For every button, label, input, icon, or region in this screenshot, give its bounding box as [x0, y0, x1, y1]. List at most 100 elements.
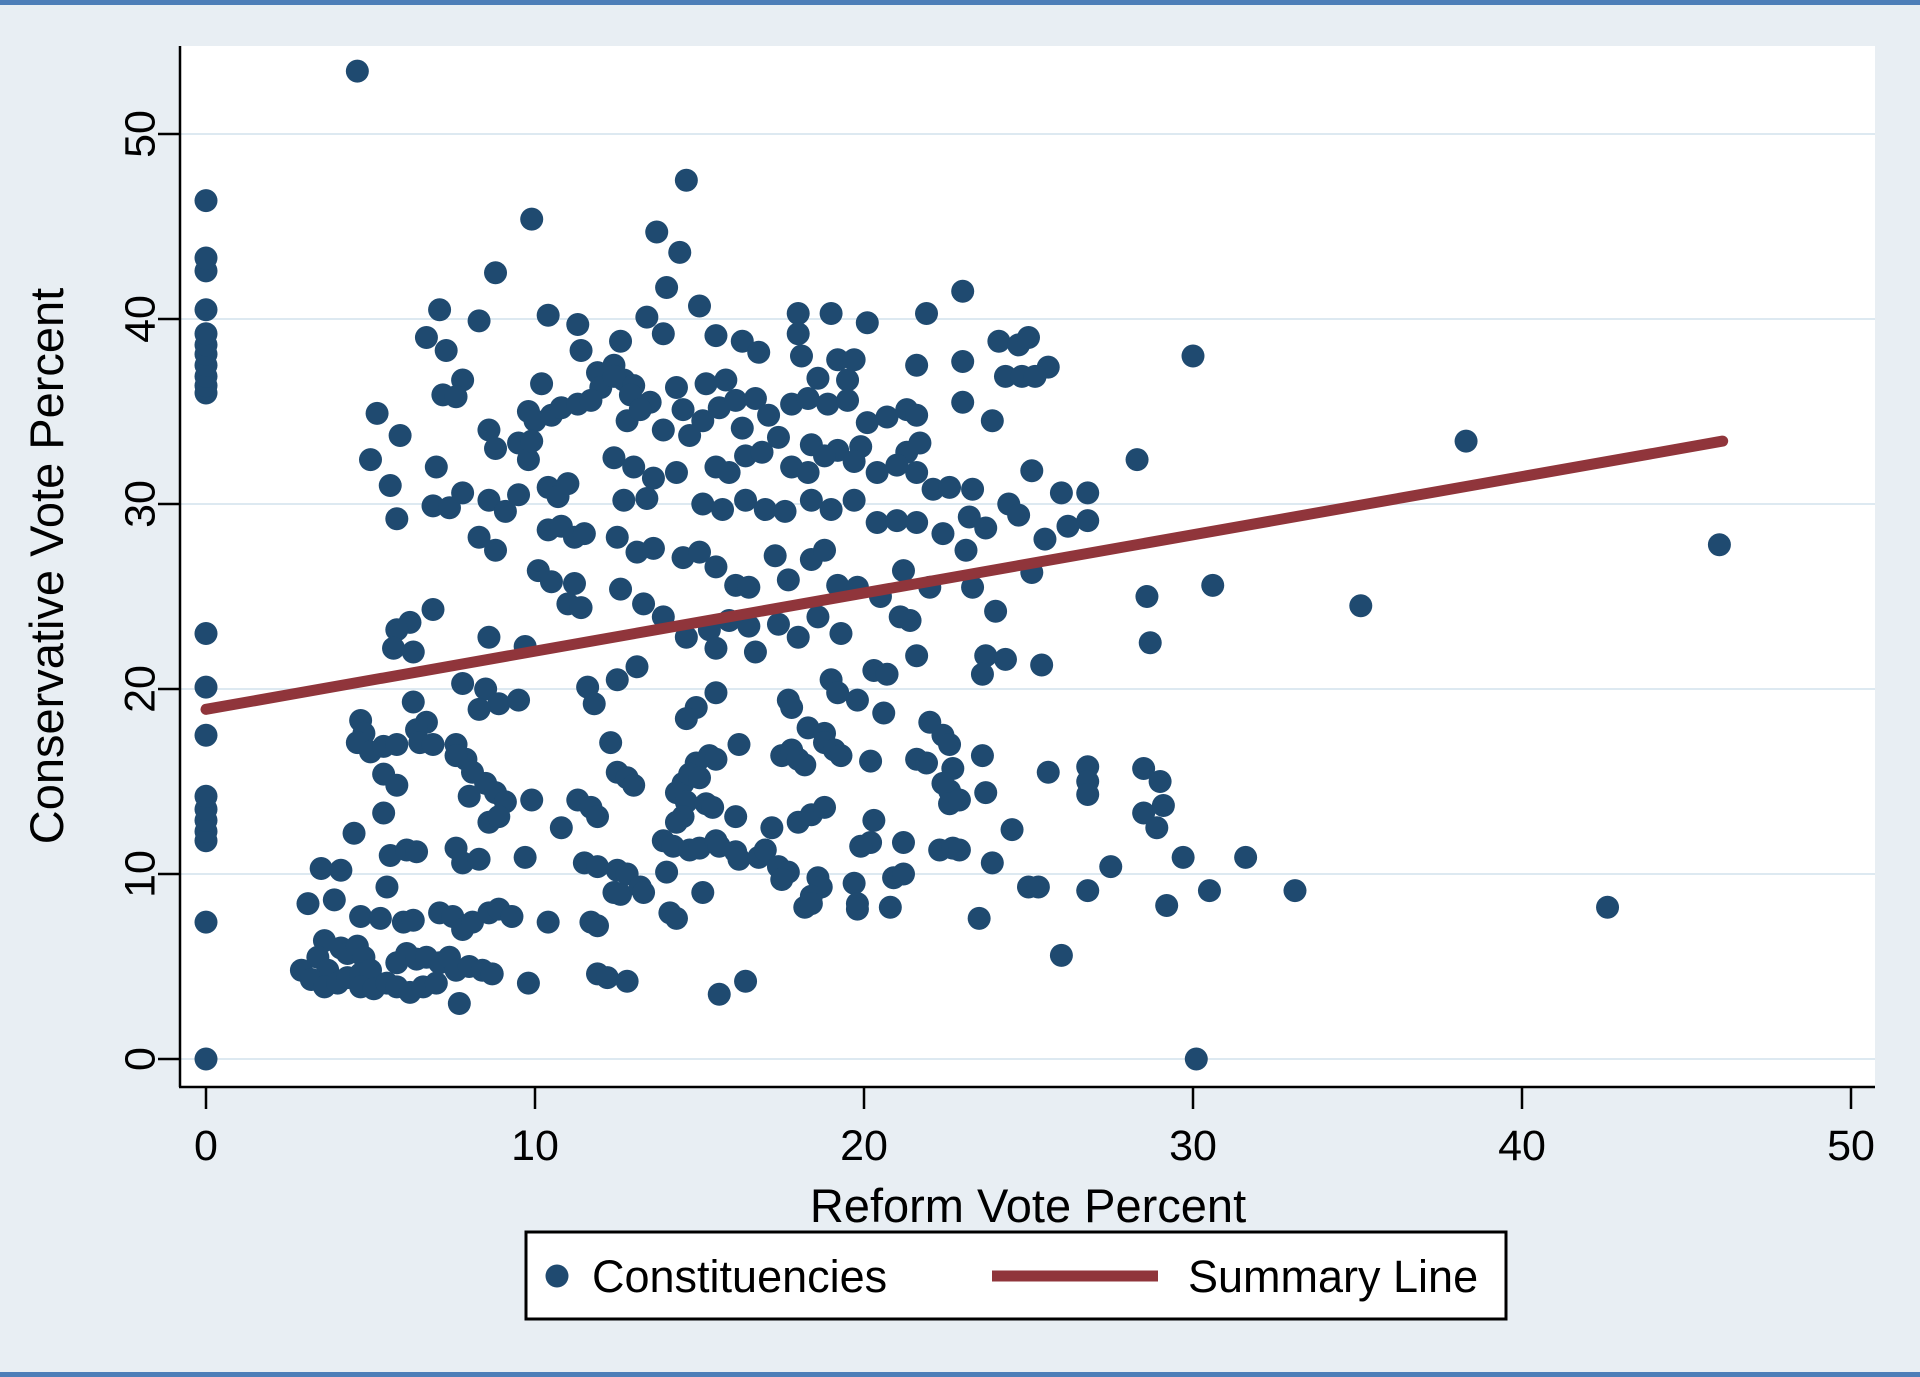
- data-point: [1197, 879, 1221, 903]
- data-point: [609, 329, 633, 353]
- x-axis-title: Reform Vote Percent: [810, 1179, 1246, 1232]
- data-point: [664, 375, 688, 399]
- data-point: [536, 303, 560, 327]
- data-point: [516, 448, 540, 472]
- data-point: [484, 261, 508, 285]
- data-point: [484, 437, 508, 460]
- data-point: [747, 340, 771, 364]
- data-point: [674, 707, 698, 731]
- data-point: [385, 773, 409, 797]
- data-point: [845, 688, 869, 712]
- data-point: [451, 481, 475, 505]
- data-point: [655, 276, 679, 300]
- data-point: [1181, 344, 1205, 368]
- data-point: [954, 538, 978, 562]
- data-point: [826, 681, 850, 705]
- data-point: [1184, 1047, 1208, 1071]
- data-point: [1135, 585, 1159, 608]
- data-point: [194, 1047, 218, 1071]
- data-point: [875, 405, 899, 429]
- data-point: [717, 461, 741, 485]
- data-point: [842, 871, 866, 895]
- summary-line: [200, 435, 1729, 715]
- data-point: [349, 905, 373, 929]
- constituency-points: [194, 59, 1731, 1071]
- data-point: [467, 309, 491, 333]
- data-point: [1596, 895, 1620, 919]
- data-point: [704, 636, 728, 660]
- data-point: [536, 910, 560, 934]
- data-point: [760, 816, 784, 840]
- data-point: [678, 424, 702, 448]
- data-point: [1017, 326, 1040, 349]
- data-point: [819, 301, 843, 325]
- data-point: [477, 488, 501, 512]
- data-point: [549, 816, 573, 840]
- legend: Constituencies Summary Line: [524, 1230, 1508, 1321]
- data-point: [641, 466, 665, 490]
- data-point: [691, 409, 715, 433]
- data-point: [711, 498, 735, 522]
- data-point: [500, 905, 524, 929]
- data-point: [987, 329, 1011, 353]
- data-point: [993, 647, 1017, 671]
- data-point: [444, 385, 468, 409]
- data-point: [664, 810, 688, 834]
- data-point: [424, 455, 448, 479]
- data-point: [382, 636, 406, 660]
- data-point: [194, 784, 218, 808]
- data-point: [757, 403, 781, 427]
- data-point: [609, 882, 633, 906]
- data-point: [763, 544, 787, 568]
- data-point: [885, 509, 909, 533]
- data-point: [865, 461, 889, 485]
- x-tick-label: 10: [511, 1122, 559, 1170]
- data-point: [194, 675, 218, 699]
- data-point: [664, 906, 688, 930]
- data-point: [602, 446, 626, 470]
- data-point: [520, 429, 544, 453]
- data-point: [961, 575, 985, 599]
- data-point: [799, 892, 823, 916]
- data-point: [556, 472, 580, 496]
- data-point: [1148, 770, 1172, 793]
- data-point: [701, 795, 725, 819]
- data-point: [385, 507, 409, 531]
- data-point: [947, 838, 971, 862]
- data-point: [401, 640, 425, 664]
- data-point: [671, 398, 695, 422]
- data-point: [1132, 801, 1156, 825]
- data-point: [194, 246, 218, 270]
- data-point: [826, 348, 850, 372]
- x-tick-label: 30: [1169, 1122, 1217, 1170]
- data-point: [694, 372, 718, 396]
- data-point: [970, 662, 994, 686]
- data-point: [507, 483, 531, 507]
- data-point: [1007, 503, 1031, 527]
- data-point: [401, 908, 425, 932]
- data-point: [345, 59, 369, 83]
- data-point: [194, 910, 218, 934]
- data-point: [1000, 818, 1024, 842]
- data-point: [562, 572, 586, 596]
- data-point: [194, 322, 218, 346]
- data-point: [796, 387, 820, 411]
- data-point: [385, 733, 409, 756]
- data-point: [447, 992, 471, 1015]
- x-tick-label: 40: [1498, 1122, 1546, 1170]
- data-point: [891, 831, 915, 855]
- data-point: [750, 440, 774, 464]
- data-point: [493, 499, 517, 523]
- data-point: [651, 322, 675, 346]
- data-point: [836, 388, 860, 412]
- data-point: [625, 655, 649, 679]
- data-point: [766, 612, 790, 636]
- data-point: [641, 536, 665, 560]
- data-point: [799, 488, 823, 512]
- data-point: [457, 784, 481, 808]
- data-point: [819, 498, 843, 522]
- data-point: [1076, 509, 1100, 533]
- data-point: [1454, 429, 1478, 453]
